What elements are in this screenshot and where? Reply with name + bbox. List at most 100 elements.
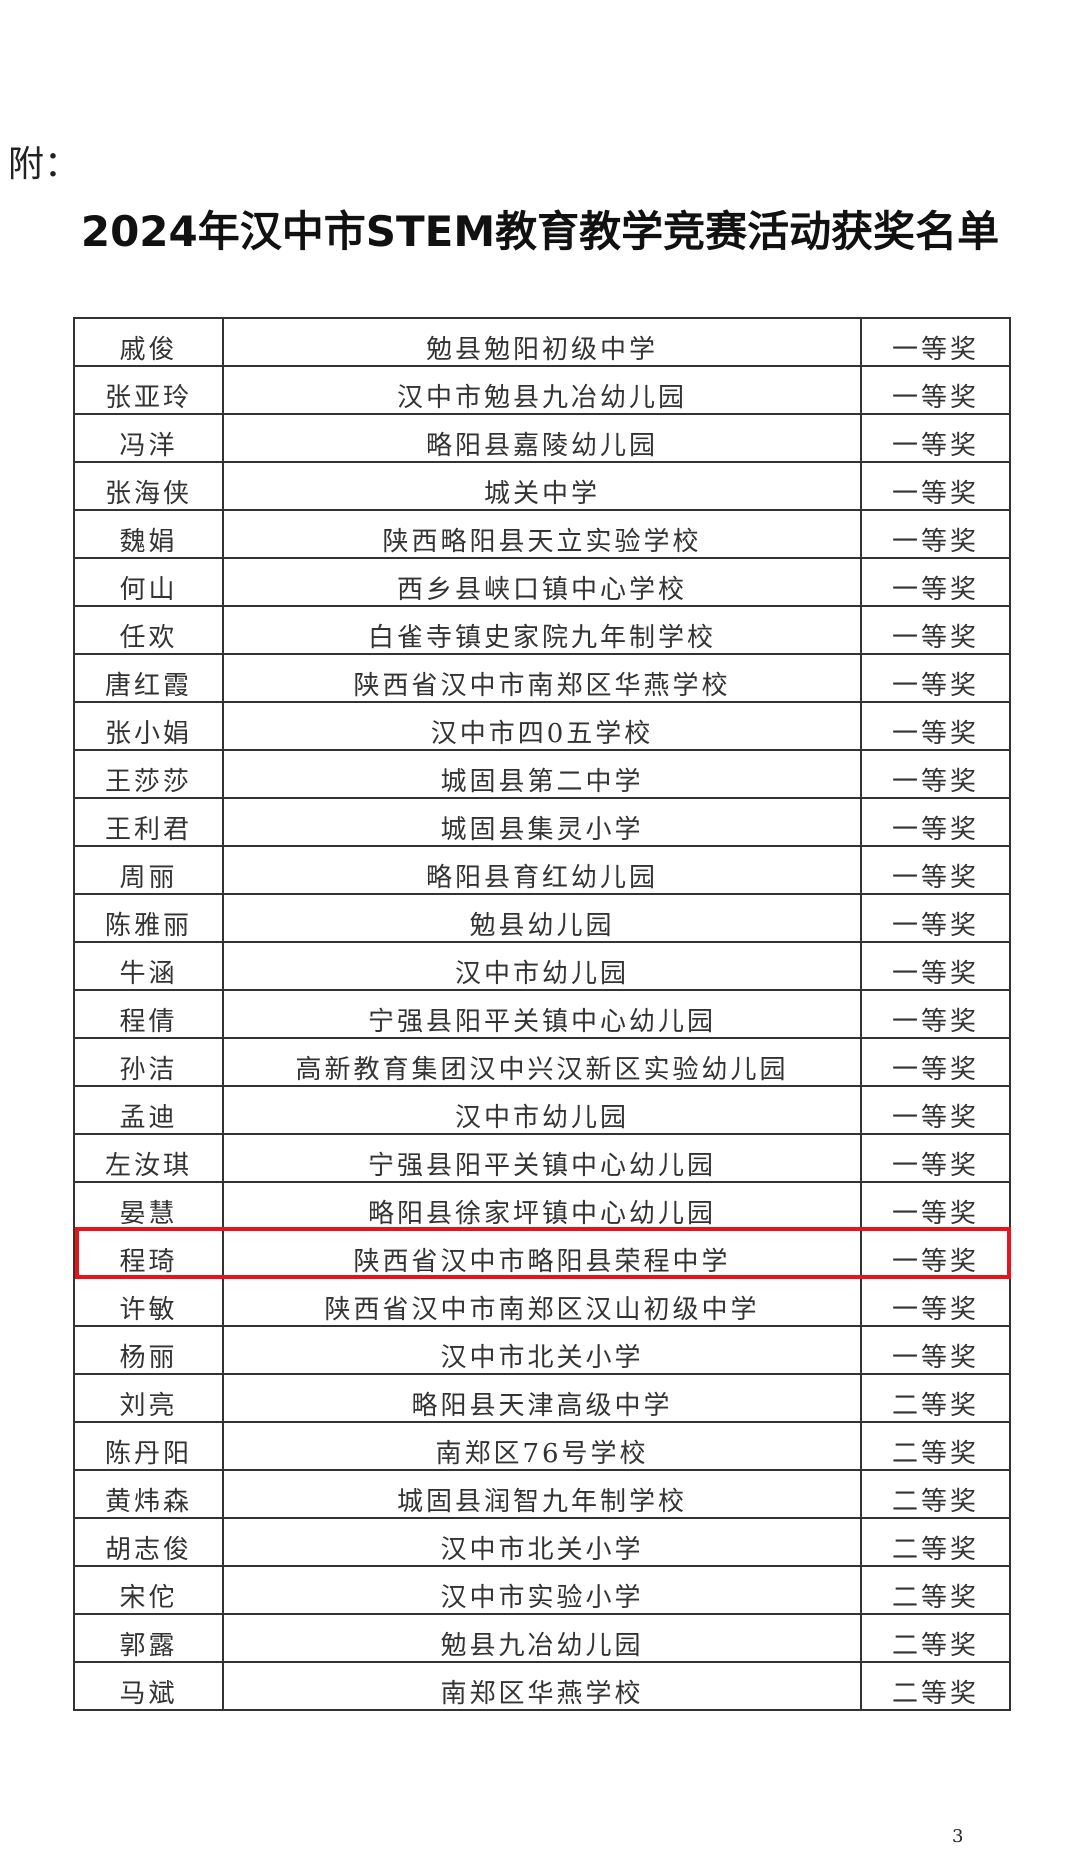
award-level: 一等奖 [860,797,1011,847]
winner-name: 王利君 [73,797,224,847]
table-row: 王莎莎 城固县第二中学 一等奖 [73,749,1011,799]
winner-name: 周丽 [73,845,224,895]
table-row: 黄炜森 城固县润智九年制学校 二等奖 [73,1469,1011,1519]
school-name: 勉县九冶幼儿园 [222,1613,862,1663]
school-name: 城固县润智九年制学校 [222,1469,862,1519]
winner-name: 戚俊 [73,317,224,367]
award-level: 二等奖 [860,1469,1011,1519]
winner-name: 何山 [73,557,224,607]
table-row: 宋佗 汉中市实验小学 二等奖 [73,1565,1011,1615]
table-row: 何山 西乡县峡口镇中心学校 一等奖 [73,557,1011,607]
table-row: 孙洁 高新教育集团汉中兴汉新区实验幼儿园 一等奖 [73,1037,1011,1087]
school-name: 汉中市北关小学 [222,1517,862,1567]
winner-name: 任欢 [73,605,224,655]
document-title: 2024年汉中市STEM教育教学竞赛活动获奖名单 [80,207,1000,256]
table-row: 郭露 勉县九冶幼儿园 二等奖 [73,1613,1011,1663]
winner-name: 左汝琪 [73,1133,224,1183]
table-row: 唐红霞 陕西省汉中市南郑区华燕学校 一等奖 [73,653,1011,703]
table-row: 任欢 白雀寺镇史家院九年制学校 一等奖 [73,605,1011,655]
school-name: 略阳县天津高级中学 [222,1373,862,1423]
winner-name: 魏娟 [73,509,224,559]
table-row: 程倩 宁强县阳平关镇中心幼儿园 一等奖 [73,989,1011,1039]
school-name: 略阳县育红幼儿园 [222,845,862,895]
school-name: 汉中市四0五学校 [222,701,862,751]
winner-name: 陈雅丽 [73,893,224,943]
award-level: 一等奖 [860,1037,1011,1087]
table-row: 杨丽 汉中市北关小学 一等奖 [73,1325,1011,1375]
school-name: 汉中市勉县九冶幼儿园 [222,365,862,415]
winner-name: 程琦 [73,1229,224,1279]
winner-name: 冯洋 [73,413,224,463]
table-row: 王利君 城固县集灵小学 一等奖 [73,797,1011,847]
winner-name: 许敏 [73,1277,224,1327]
winner-name: 马斌 [73,1661,224,1711]
award-level: 一等奖 [860,509,1011,559]
winner-name: 晏慧 [73,1181,224,1231]
award-level: 一等奖 [860,461,1011,511]
winner-name: 郭露 [73,1613,224,1663]
table-row: 陈丹阳 南郑区76号学校 二等奖 [73,1421,1011,1471]
school-name: 汉中市实验小学 [222,1565,862,1615]
school-name: 勉县幼儿园 [222,893,862,943]
award-level: 一等奖 [860,1085,1011,1135]
school-name: 南郑区华燕学校 [222,1661,862,1711]
school-name: 高新教育集团汉中兴汉新区实验幼儿园 [222,1037,862,1087]
school-name: 城固县集灵小学 [222,797,862,847]
winner-name: 张亚玲 [73,365,224,415]
awards-table: 戚俊 勉县勉阳初级中学 一等奖 张亚玲 汉中市勉县九冶幼儿园 一等奖 冯洋 略阳县嘉陵幼儿园一… [73,317,1011,1711]
winner-name: 胡志俊 [73,1517,224,1567]
school-name: 陕西略阳县天立实验学校 [222,509,862,559]
school-name: 汉中市幼儿园 [222,1085,862,1135]
school-name: 城关中学 [222,461,862,511]
school-name: 陕西省汉中市南郑区华燕学校 [222,653,862,703]
school-name: 西乡县峡口镇中心学校 [222,557,862,607]
school-name: 汉中市幼儿园 [222,941,862,991]
award-level: 二等奖 [860,1517,1011,1567]
table-row: 孟迪 汉中市幼儿园 一等奖 [73,1085,1011,1135]
table-row: 陈雅丽 勉县幼儿园 一等奖 [73,893,1011,943]
school-name: 南郑区76号学校 [222,1421,862,1471]
school-name: 陕西省汉中市南郑区汉山初级中学 [222,1277,862,1327]
award-level: 一等奖 [860,365,1011,415]
award-level: 二等奖 [860,1373,1011,1423]
award-level: 一等奖 [860,1277,1011,1327]
page-number: 3 [952,1826,964,1847]
school-name: 宁强县阳平关镇中心幼儿园 [222,989,862,1039]
winner-name: 刘亮 [73,1373,224,1423]
winner-name: 黄炜森 [73,1469,224,1519]
table-row: 魏娟 陕西略阳县天立实验学校 一等奖 [73,509,1011,559]
winner-name: 张海侠 [73,461,224,511]
winner-name: 王莎莎 [73,749,224,799]
award-level: 二等奖 [860,1613,1011,1663]
table-row: 程琦 陕西省汉中市略阳县荣程中学 一等奖 [73,1229,1011,1279]
winner-name: 孟迪 [73,1085,224,1135]
table-row: 刘亮 略阳县天津高级中学 二等奖 [73,1373,1011,1423]
winner-name: 牛涵 [73,941,224,991]
school-name: 略阳县嘉陵幼儿园 [222,413,862,463]
table-row: 张亚玲 汉中市勉县九冶幼儿园 一等奖 [73,365,1011,415]
winner-name: 唐红霞 [73,653,224,703]
award-level: 二等奖 [860,1661,1011,1711]
winner-name: 陈丹阳 [73,1421,224,1471]
school-name: 白雀寺镇史家院九年制学校 [222,605,862,655]
table-row: 张海侠 城关中学 一等奖 [73,461,1011,511]
award-level: 一等奖 [860,1229,1011,1279]
award-level: 一等奖 [860,557,1011,607]
award-level: 一等奖 [860,1133,1011,1183]
award-level: 一等奖 [860,1325,1011,1375]
award-level: 一等奖 [860,653,1011,703]
school-name: 勉县勉阳初级中学 [222,317,862,367]
table-row: 戚俊 勉县勉阳初级中学 一等奖 [73,317,1011,367]
table-row: 左汝琪 宁强县阳平关镇中心幼儿园 一等奖 [73,1133,1011,1183]
award-level: 一等奖 [860,413,1011,463]
school-name: 略阳县徐家坪镇中心幼儿园 [222,1181,862,1231]
award-level: 一等奖 [860,605,1011,655]
award-level: 一等奖 [860,749,1011,799]
award-level: 一等奖 [860,989,1011,1039]
award-level: 一等奖 [860,1181,1011,1231]
winner-name: 孙洁 [73,1037,224,1087]
award-level: 二等奖 [860,1565,1011,1615]
school-name: 陕西省汉中市略阳县荣程中学 [222,1229,862,1279]
award-level: 一等奖 [860,845,1011,895]
attachment-label: 附： [8,144,81,185]
